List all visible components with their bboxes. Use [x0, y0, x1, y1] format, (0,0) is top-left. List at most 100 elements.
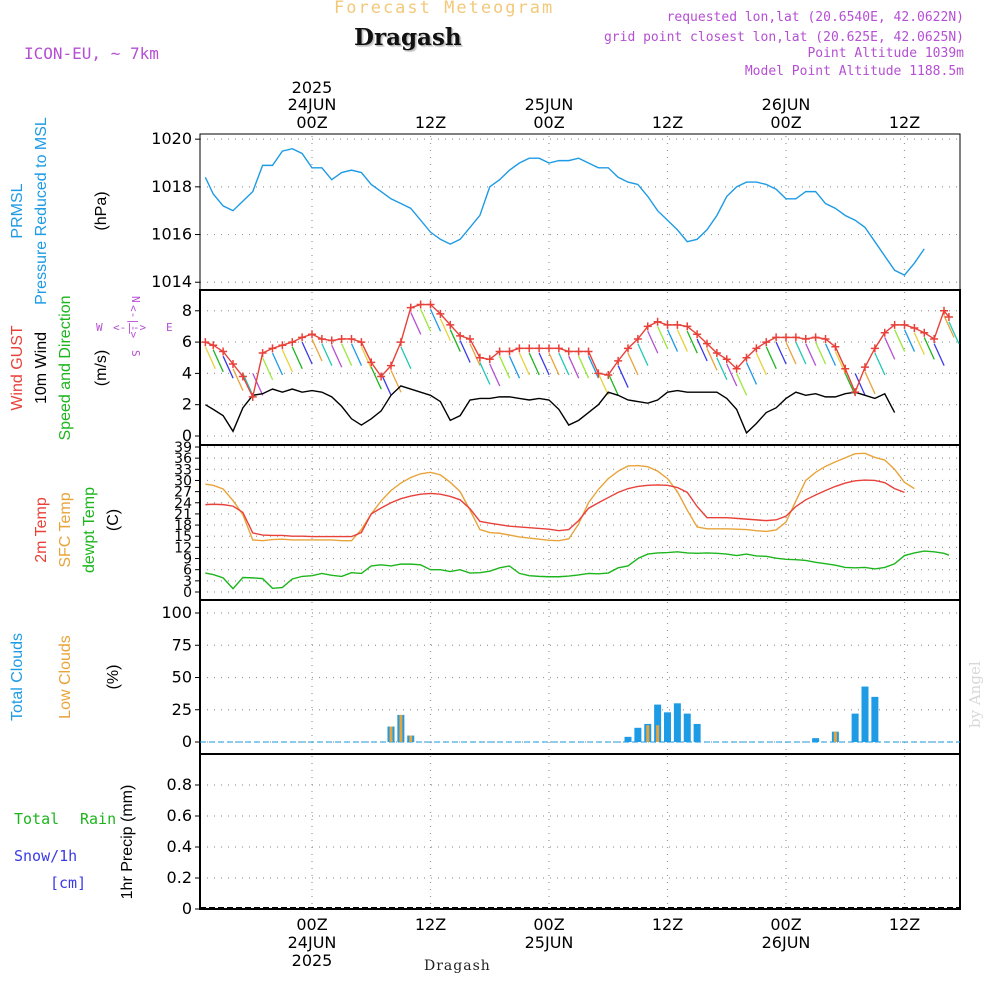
ytick-label: 0: [183, 585, 192, 601]
wind-direction-arrow: [834, 351, 846, 374]
wind-gust-line-marker: [446, 320, 455, 329]
wind-direction-arrow: [341, 343, 353, 366]
grid-point-coords: grid point closest lon,lat (20.625E, 42.…: [603, 30, 964, 45]
wind-direction-arrow: [429, 308, 442, 332]
wind-unit: (m/s): [93, 350, 110, 386]
wind-gust-line-marker: [870, 344, 879, 353]
ytick-label: 15: [174, 529, 192, 545]
ytick-label: 18: [174, 518, 192, 534]
wind-direction-arrow: [795, 341, 807, 365]
wind-gust-line-marker: [851, 388, 860, 397]
wind-direction-arrow: [331, 344, 343, 368]
wind-gust-line-marker: [890, 320, 899, 329]
wind-gust-line-marker: [900, 320, 909, 329]
top-hour-label: 12Z: [652, 113, 683, 132]
wind-direction-arrow: [745, 362, 758, 385]
wind-label: 10m Wind: [33, 332, 50, 404]
wind-gust-line-marker: [317, 334, 326, 343]
panel-frame: [199, 133, 961, 291]
wind-gust-line-marker: [564, 347, 573, 356]
wind-gust-line-marker: [604, 370, 613, 379]
ytick-label: 24: [174, 496, 192, 512]
top-date-label: 26JUN: [762, 95, 811, 114]
wind-gust-line-marker: [772, 333, 781, 342]
precip-unit-label: 1hr Precip (mm): [119, 785, 136, 900]
top-hour-label: 00Z: [770, 113, 801, 132]
bottom-hour-label: 00Z: [296, 915, 327, 934]
wind-gust-line-marker: [545, 344, 553, 353]
gust-label: Wind GUST: [9, 325, 26, 411]
wind-gust-line-marker: [406, 303, 415, 312]
dewpoint-label: dewpt Temp: [81, 487, 98, 573]
wind-gust-line-marker: [861, 363, 869, 372]
wind-direction-arrow: [301, 341, 313, 365]
wind-direction-arrow: [232, 368, 244, 391]
wind-direction-arrow: [726, 363, 738, 387]
compass-we-axis: <-|->: [113, 321, 146, 334]
wind-direction-arrow: [647, 330, 659, 354]
wind-direction-arrow: [360, 346, 372, 370]
wind-gust-line-marker: [752, 344, 761, 353]
wind-direction-arrow: [439, 318, 451, 341]
wind-gust-line-marker: [742, 353, 751, 362]
wind-gust-line-marker: [940, 306, 948, 315]
top-date-label: 24JUN: [288, 95, 337, 114]
ytick-label: 0: [182, 899, 192, 918]
total-cloud-bar: [871, 696, 879, 742]
wind-direction-arrow: [252, 373, 264, 396]
wind-gust-line-marker: [436, 309, 445, 318]
wind-gust-line-marker: [525, 344, 534, 353]
wind-gust-line-marker: [308, 330, 316, 339]
wind-direction-arrow: [637, 343, 649, 366]
sfc-temp-line: [205, 452, 915, 542]
top-date-label: 25JUN: [525, 95, 574, 114]
ytick-label: 21: [174, 507, 192, 523]
wind-gust-line-marker: [337, 334, 346, 343]
ytick-label: 30: [174, 473, 192, 489]
wind-gust-line-marker: [201, 338, 210, 347]
wind-direction-arrow: [696, 338, 708, 362]
wind-direction-arrow: [805, 343, 817, 366]
bottom-date-label: 25JUN: [525, 933, 574, 952]
wind-direction-arrow: [854, 373, 866, 396]
panel-frame: [199, 599, 961, 755]
model-label: ICON-EU, ~ 7km: [24, 44, 159, 63]
wind-gust-line-marker: [703, 339, 711, 348]
bottom-hour-label: 12Z: [889, 915, 920, 934]
wind-gust-line-marker: [614, 356, 623, 365]
wind-gust-line-marker: [910, 324, 919, 332]
wind-direction-arrow: [933, 343, 945, 366]
pressure-label-long: Pressure Reduced to MSL: [33, 117, 50, 305]
ytick-label: 0.6: [167, 806, 192, 825]
wind-direction-arrow: [716, 357, 728, 381]
bottom-year-label: 2025: [292, 951, 333, 970]
wind-gust-line-marker: [238, 372, 247, 381]
compass-ns-axis: <-|->: [127, 305, 140, 338]
wind-direction-arrow: [894, 329, 906, 352]
low-cloud-bar: [656, 725, 660, 742]
ytick-label: 2: [182, 395, 192, 414]
ytick-label: 50: [172, 668, 192, 687]
wind-direction-arrow: [943, 315, 955, 338]
panel-frame: [199, 753, 961, 910]
wind-gust-line-marker: [219, 347, 228, 356]
wind-direction-arrow: [420, 308, 432, 332]
wind-direction-arrow: [736, 373, 748, 396]
wind-gust-line-marker: [683, 322, 692, 331]
total-cloud-bar: [693, 723, 701, 742]
wind-direction-arrow: [815, 341, 827, 365]
pressure-line: [204, 147, 925, 276]
wind-gust-line-marker: [624, 344, 632, 353]
wind-gust-line-marker: [811, 333, 820, 342]
snow-unit: [cm]: [50, 874, 86, 892]
wind-gust-line-marker: [574, 347, 583, 356]
wind-gust-line-marker: [278, 341, 287, 350]
wind-direction-arrow: [913, 332, 925, 355]
ytick-label: 4: [182, 363, 192, 382]
compass-south: S: [129, 350, 142, 357]
ytick-label: 9: [183, 552, 192, 568]
ytick-label: 27: [174, 485, 192, 501]
ytick-label: 0: [182, 426, 192, 445]
wind-direction-arrow: [948, 321, 960, 345]
wind-direction-arrow: [222, 355, 234, 379]
